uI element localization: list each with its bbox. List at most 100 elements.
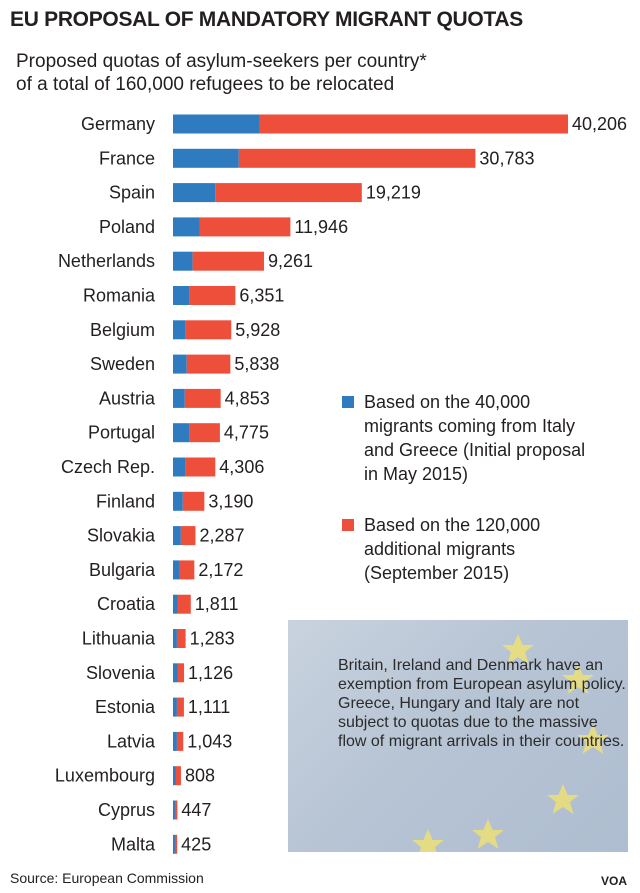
bar-additional-slovakia xyxy=(180,526,196,546)
bar-initial-cyprus xyxy=(173,800,175,820)
bar-initial-netherlands xyxy=(173,251,193,271)
bar-additional-czech-rep xyxy=(185,457,216,477)
subtitle-line-2: of a total of 160,000 refugees to be rel… xyxy=(16,74,395,95)
bar-initial-slovakia xyxy=(173,526,181,546)
value-label-cyprus: 447 xyxy=(181,800,211,820)
value-label-france: 30,783 xyxy=(479,148,534,168)
value-label-austria: 4,853 xyxy=(225,388,270,408)
value-label-lithuania: 1,283 xyxy=(190,629,235,649)
category-label-netherlands: Netherlands xyxy=(58,251,155,271)
bar-additional-netherlands xyxy=(192,251,264,271)
category-label-czech-rep: Czech Rep. xyxy=(61,457,155,477)
value-label-slovakia: 2,287 xyxy=(199,526,244,546)
bar-additional-austria xyxy=(184,388,221,408)
value-label-belgium: 5,928 xyxy=(235,320,280,340)
value-label-poland: 11,946 xyxy=(294,217,348,237)
voa-logo: VOA xyxy=(601,874,628,888)
source-credit: Source: European Commission xyxy=(10,870,204,886)
category-label-france: France xyxy=(99,148,155,168)
bar-initial-france xyxy=(173,148,239,168)
bar-initial-estonia xyxy=(173,697,177,717)
bar-chart: Germany 40,206 France 30,783 Spain 19,219 Pola… xyxy=(55,114,627,854)
exemption-note-text: Britain, Ireland and Denmark have an exe… xyxy=(338,657,626,750)
bar-initial-luxembourg xyxy=(173,766,176,786)
bar-initial-austria xyxy=(173,388,185,408)
bar-additional-latvia xyxy=(176,731,184,751)
legend-label-initial: Based on the 40,000 migrants coming from… xyxy=(364,392,586,484)
category-label-sweden: Sweden xyxy=(90,354,155,374)
category-label-poland: Poland xyxy=(99,217,155,237)
bar-additional-luxembourg xyxy=(175,766,181,786)
chart-subtitle: Proposed quotas of asylum-seekers per co… xyxy=(16,50,616,96)
bar-additional-bulgaria xyxy=(179,560,195,580)
bar-additional-germany xyxy=(259,114,568,134)
legend-label-additional: Based on the 120,000 additional migrants… xyxy=(364,515,541,583)
category-label-lithuania: Lithuania xyxy=(82,629,156,649)
value-label-spain: 19,219 xyxy=(366,183,421,203)
bar-initial-sweden xyxy=(173,354,187,374)
legend-swatch-red xyxy=(342,519,354,531)
category-label-cyprus: Cyprus xyxy=(98,800,155,820)
category-label-finland: Finland xyxy=(96,491,155,511)
value-label-finland: 3,190 xyxy=(208,491,253,511)
bar-initial-malta xyxy=(173,834,175,854)
subtitle-line-1: Proposed quotas of asylum-seekers per co… xyxy=(16,51,427,72)
legend-swatch-blue xyxy=(342,396,354,408)
category-label-estonia: Estonia xyxy=(95,697,156,717)
category-label-malta: Malta xyxy=(111,834,156,854)
value-label-slovenia: 1,126 xyxy=(188,663,233,683)
value-label-bulgaria: 2,172 xyxy=(198,560,243,580)
value-label-malta: 425 xyxy=(181,834,211,854)
bar-additional-poland xyxy=(199,217,291,237)
value-label-croatia: 1,811 xyxy=(195,594,239,614)
category-label-spain: Spain xyxy=(109,183,155,203)
bar-initial-germany xyxy=(173,114,260,134)
value-label-estonia: 1,111 xyxy=(188,697,230,717)
value-label-czech-rep: 4,306 xyxy=(219,457,264,477)
bar-additional-estonia xyxy=(176,697,184,717)
bar-additional-romania xyxy=(189,286,236,305)
category-label-luxembourg: Luxembourg xyxy=(55,766,155,786)
value-label-portugal: 4,775 xyxy=(224,423,269,443)
bar-additional-finland xyxy=(182,491,205,511)
category-label-belgium: Belgium xyxy=(90,320,155,340)
bar-additional-malta xyxy=(174,834,178,854)
bar-additional-sweden xyxy=(186,354,231,374)
bar-initial-czech-rep xyxy=(173,457,186,477)
bar-initial-romania xyxy=(173,286,190,305)
bar-initial-croatia xyxy=(173,594,178,614)
bars-group: Germany 40,206 France 30,783 Spain 19,219 Pola… xyxy=(55,114,627,854)
category-label-latvia: Latvia xyxy=(107,731,156,751)
category-label-germany: Germany xyxy=(81,114,155,134)
bar-initial-lithuania xyxy=(173,629,177,648)
bar-additional-cyprus xyxy=(174,800,178,820)
bar-additional-france xyxy=(238,148,476,168)
exemption-note-box: Britain, Ireland and Denmark have an exe… xyxy=(288,620,628,852)
bar-additional-slovenia xyxy=(177,663,185,683)
value-label-latvia: 1,043 xyxy=(187,731,232,751)
bar-initial-spain xyxy=(173,183,216,203)
bar-initial-belgium xyxy=(173,320,186,340)
category-label-slovenia: Slovenia xyxy=(86,663,156,683)
category-label-slovakia: Slovakia xyxy=(87,526,156,546)
category-label-romania: Romania xyxy=(83,286,156,306)
category-label-austria: Austria xyxy=(99,388,156,408)
category-label-portugal: Portugal xyxy=(88,423,155,443)
category-label-croatia: Croatia xyxy=(97,594,156,614)
value-label-luxembourg: 808 xyxy=(185,766,215,786)
chart-title: EU PROPOSAL OF MANDATORY MIGRANT QUOTAS xyxy=(10,8,523,31)
bar-additional-spain xyxy=(215,183,362,203)
bar-initial-bulgaria xyxy=(173,560,180,580)
bar-initial-portugal xyxy=(173,423,190,443)
bar-additional-belgium xyxy=(185,320,232,340)
value-label-sweden: 5,838 xyxy=(234,354,279,374)
value-label-germany: 40,206 xyxy=(572,114,627,134)
bar-additional-portugal xyxy=(189,423,220,443)
value-label-netherlands: 9,261 xyxy=(268,251,313,271)
value-label-romania: 6,351 xyxy=(239,286,284,306)
category-label-bulgaria: Bulgaria xyxy=(89,560,156,580)
bar-initial-slovenia xyxy=(173,663,178,683)
bar-additional-croatia xyxy=(177,594,191,614)
bar-initial-latvia xyxy=(173,731,177,751)
bar-initial-finland xyxy=(173,491,183,511)
